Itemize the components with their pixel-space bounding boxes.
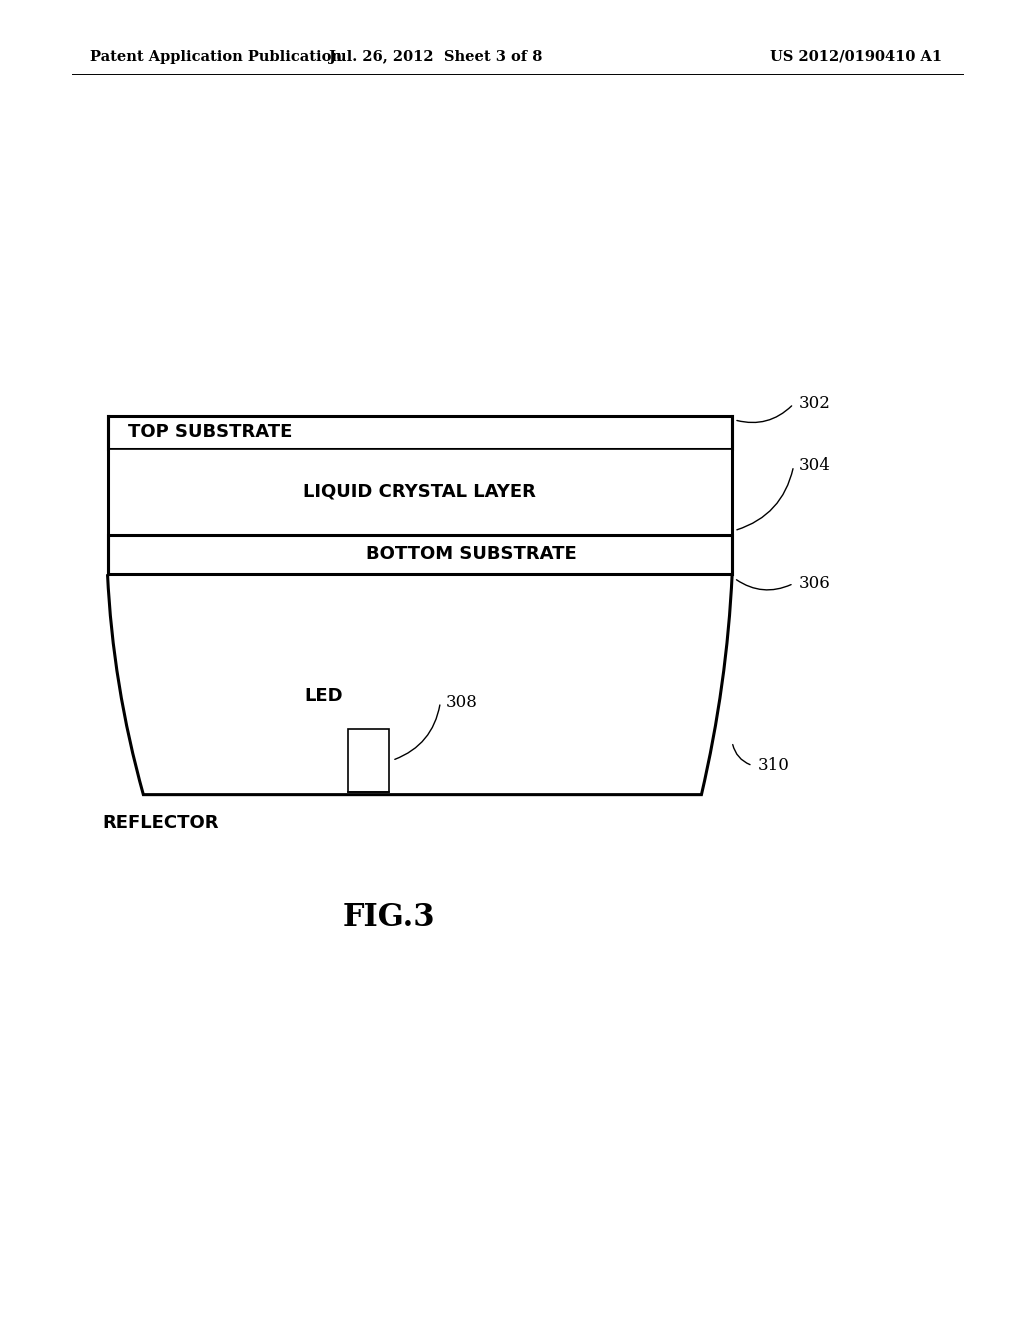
Bar [108,535,732,574]
Text: FIG.3: FIG.3 [343,902,435,933]
Bar [108,416,732,449]
Text: 310: 310 [758,758,790,774]
Bar [108,449,732,535]
Text: BOTTOM SUBSTRATE: BOTTOM SUBSTRATE [366,545,577,564]
Text: LIQUID CRYSTAL LAYER: LIQUID CRYSTAL LAYER [303,483,537,500]
Text: 308: 308 [445,694,477,710]
Text: 304: 304 [799,458,830,474]
Text: TOP SUBSTRATE: TOP SUBSTRATE [128,424,293,441]
Bar [348,729,389,792]
Text: 302: 302 [799,396,830,412]
Text: US 2012/0190410 A1: US 2012/0190410 A1 [770,50,942,63]
Text: 306: 306 [799,576,830,591]
Text: REFLECTOR: REFLECTOR [102,814,219,833]
Text: LED: LED [304,686,343,705]
Text: Jul. 26, 2012  Sheet 3 of 8: Jul. 26, 2012 Sheet 3 of 8 [329,50,542,63]
Text: Patent Application Publication: Patent Application Publication [90,50,342,63]
